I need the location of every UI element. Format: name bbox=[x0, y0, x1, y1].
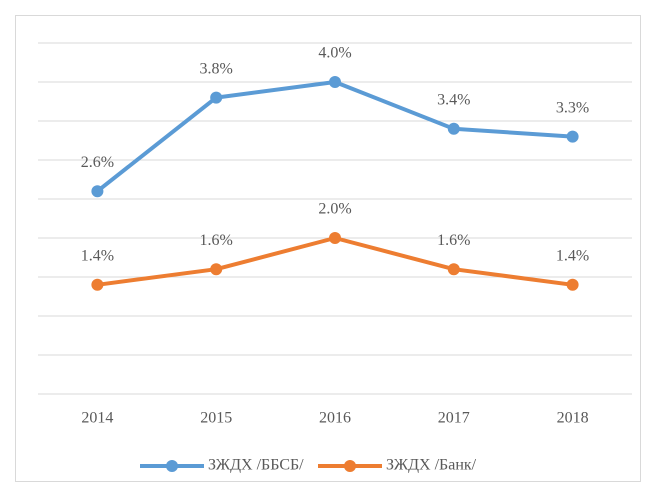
legend-label: ЗЖДХ /Банк/ bbox=[386, 457, 477, 474]
point bbox=[447, 122, 460, 135]
data-label: 1.6% bbox=[437, 232, 470, 249]
chart-border bbox=[15, 15, 641, 482]
point bbox=[210, 91, 223, 104]
point bbox=[329, 232, 341, 244]
data-label: 3.8% bbox=[200, 60, 233, 77]
data-label: 1.4% bbox=[81, 247, 114, 264]
point bbox=[447, 263, 460, 276]
data-label: 3.4% bbox=[437, 91, 470, 108]
data-label: 4.0% bbox=[318, 45, 351, 62]
data-label: 1.6% bbox=[200, 232, 233, 249]
point bbox=[210, 263, 223, 276]
x-tick-label: 2018 bbox=[557, 410, 589, 427]
legend-label: ЗЖДХ /ББСБ/ bbox=[208, 457, 304, 474]
x-tick-label: 2017 bbox=[438, 410, 470, 427]
legend-marker bbox=[344, 460, 356, 472]
data-label: 2.0% bbox=[318, 201, 351, 218]
x-tick-label: 2014 bbox=[81, 410, 113, 427]
point bbox=[566, 130, 579, 143]
x-tick-label: 2015 bbox=[200, 410, 232, 427]
point bbox=[91, 185, 104, 198]
data-label: 1.4% bbox=[556, 247, 589, 264]
data-label: 2.6% bbox=[81, 154, 114, 171]
point bbox=[566, 278, 579, 291]
point bbox=[329, 76, 341, 88]
data-label: 3.3% bbox=[556, 99, 589, 116]
x-tick-label: 2016 bbox=[319, 410, 351, 427]
point bbox=[91, 278, 104, 291]
legend-marker bbox=[166, 460, 178, 472]
